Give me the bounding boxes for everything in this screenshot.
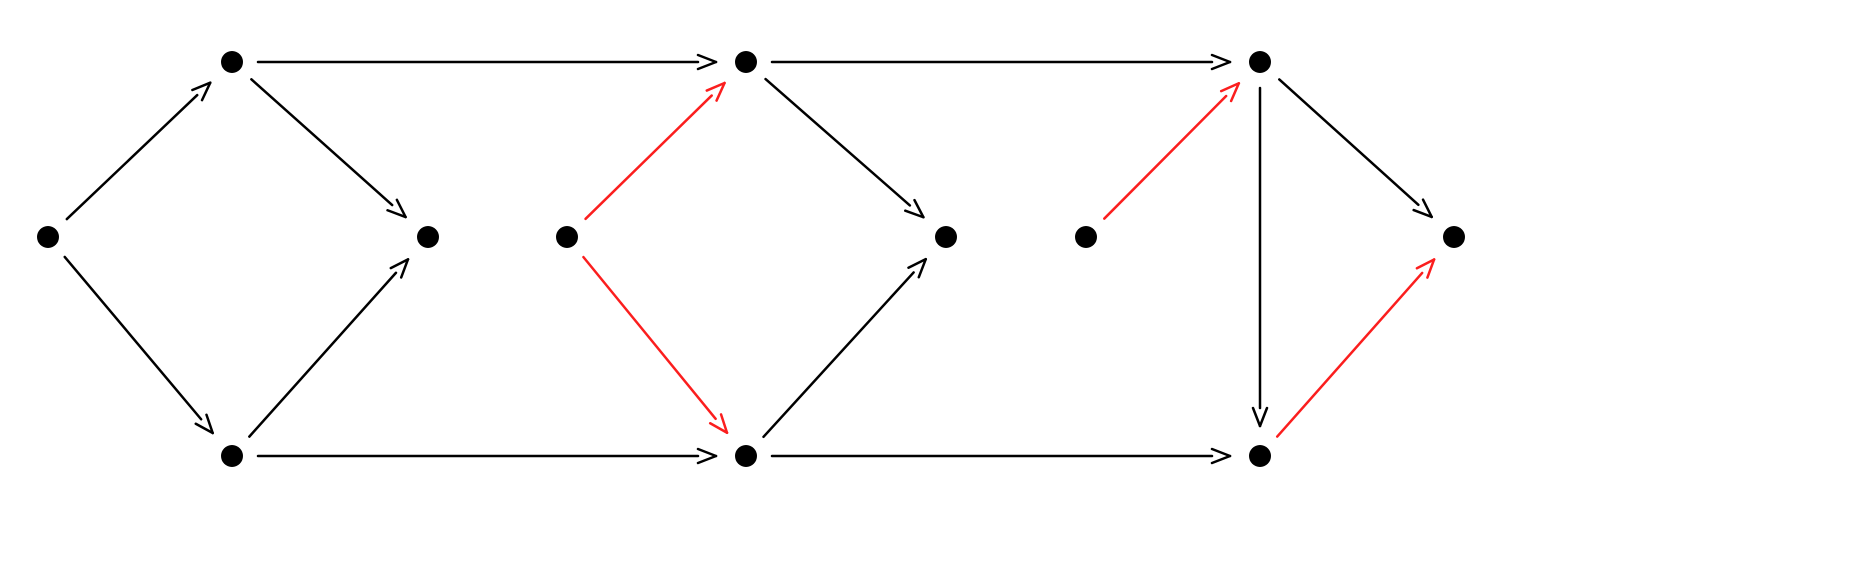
arrowhead xyxy=(1212,449,1230,456)
edge xyxy=(67,95,197,219)
node-Bb xyxy=(735,445,757,467)
edge xyxy=(1104,96,1226,219)
node-Mb xyxy=(556,226,578,248)
node-Ba xyxy=(221,445,243,467)
edge xyxy=(766,79,910,205)
edge xyxy=(1277,273,1422,437)
node-Tb xyxy=(735,51,757,73)
node-L xyxy=(37,226,59,248)
arrowhead xyxy=(698,449,716,456)
edge xyxy=(586,96,712,219)
edge xyxy=(249,273,396,437)
edge xyxy=(764,272,914,436)
node-Tc xyxy=(1249,51,1271,73)
arrowhead xyxy=(1212,456,1230,463)
diagram-canvas xyxy=(0,0,1865,588)
node-Ma xyxy=(417,226,439,248)
node-Md xyxy=(1075,226,1097,248)
edge xyxy=(65,257,201,419)
edge xyxy=(1279,79,1418,204)
arrowhead xyxy=(698,62,716,69)
node-Mc xyxy=(935,226,957,248)
node-Ta xyxy=(221,51,243,73)
arrowhead xyxy=(698,55,716,62)
arrowhead xyxy=(1212,62,1230,69)
arrowhead xyxy=(1260,408,1267,426)
edge xyxy=(251,79,392,205)
arrowhead xyxy=(1212,55,1230,62)
node-Bc xyxy=(1249,445,1271,467)
arrowhead xyxy=(698,456,716,463)
node-R xyxy=(1443,226,1465,248)
arrowhead xyxy=(1253,408,1260,426)
edge xyxy=(583,257,715,419)
